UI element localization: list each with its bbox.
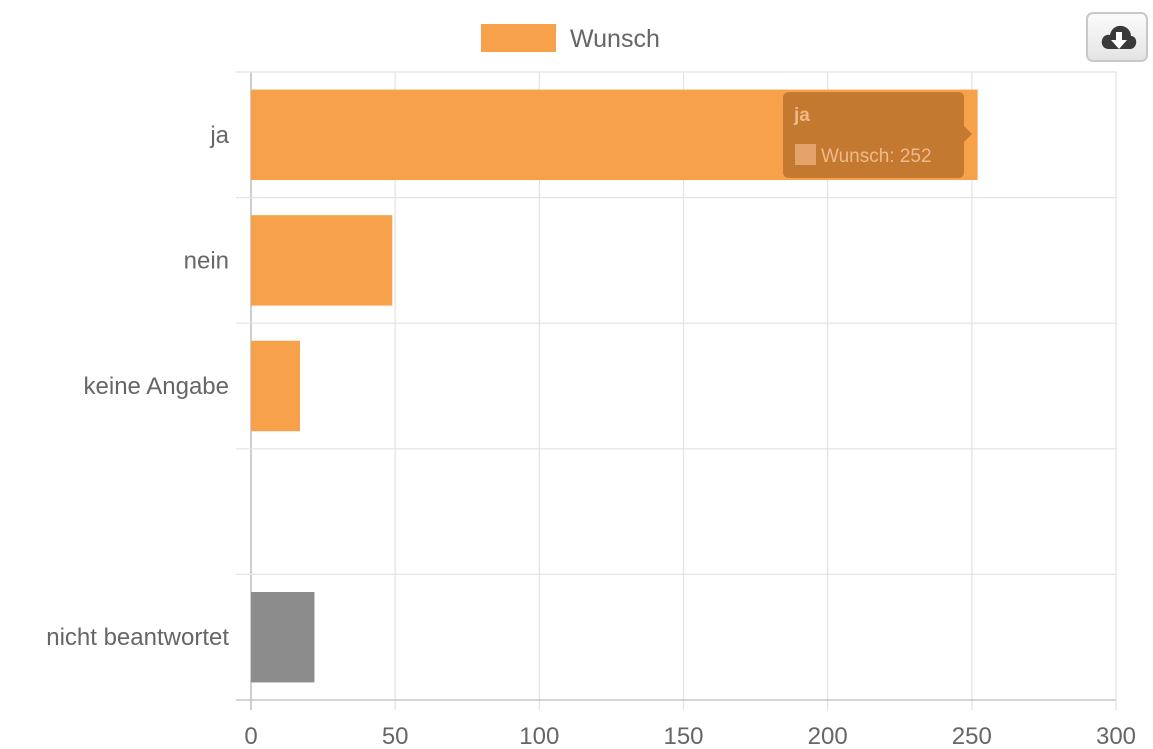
category-label: ja xyxy=(209,122,229,149)
bars[interactable] xyxy=(251,89,978,683)
tooltip-title: ja xyxy=(793,105,810,126)
x-tick-label: 150 xyxy=(663,723,703,749)
download-button[interactable] xyxy=(1086,12,1148,62)
x-tick-label: 300 xyxy=(1096,723,1136,749)
x-tick-label: 50 xyxy=(382,723,409,749)
x-tick-labels: 0 50 100 150 200 250 300 xyxy=(244,723,1136,749)
category-label: keine Angabe xyxy=(84,373,229,400)
bar[interactable] xyxy=(251,591,315,683)
tooltip-box xyxy=(783,92,972,178)
legend[interactable]: Wunsch xyxy=(481,24,660,53)
x-tick-label: 250 xyxy=(952,723,992,749)
tooltip-swatch xyxy=(795,144,816,165)
bar[interactable] xyxy=(251,215,393,306)
tooltip-value: Wunsch: 252 xyxy=(821,146,932,167)
cloud-download-icon xyxy=(1101,25,1137,49)
category-label: nicht beantwortet xyxy=(46,624,229,651)
legend-label-wunsch[interactable]: Wunsch xyxy=(570,25,660,53)
x-tick-label: 100 xyxy=(519,723,559,749)
tooltip: ja Wunsch: 252 xyxy=(783,92,972,178)
category-labels: ja nein keine Angabe nicht beantwortet xyxy=(46,122,229,651)
x-tick-label: 200 xyxy=(808,723,848,749)
bar[interactable] xyxy=(251,340,301,432)
category-label: nein xyxy=(184,247,229,274)
x-tick-label: 0 xyxy=(244,723,257,749)
legend-swatch-wunsch[interactable] xyxy=(481,24,556,52)
